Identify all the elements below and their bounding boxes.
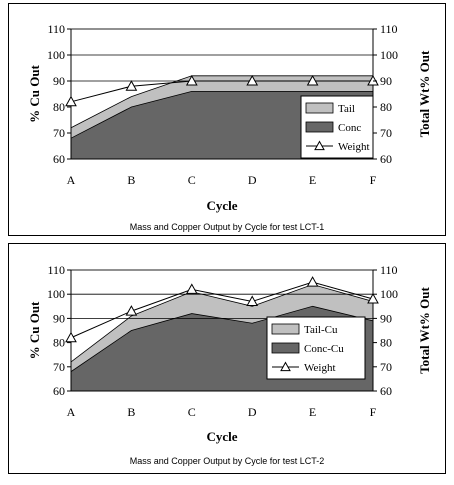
x-tick-label: B	[127, 173, 135, 187]
x-tick-label: F	[370, 173, 377, 187]
weight-marker	[246, 295, 259, 306]
y-tick-label: 60	[53, 384, 65, 398]
x-tick-label: A	[67, 173, 76, 187]
chart-caption: Mass and Copper Output by Cycle for test…	[129, 222, 325, 232]
series-line-weight	[70, 281, 374, 339]
legend-label: Weight	[304, 362, 336, 374]
x-axis-title: Cycle	[206, 198, 237, 213]
y-tick-label: 90	[53, 74, 65, 88]
weight-marker	[185, 74, 198, 86]
x-tick-label: F	[370, 405, 377, 419]
weight-marker	[125, 305, 138, 316]
weight-marker	[125, 80, 138, 91]
weight-marker	[65, 95, 77, 107]
y-tick-label: 70	[53, 126, 65, 140]
y-tick-label: 100	[47, 287, 65, 301]
y-tick-label: 100	[47, 48, 65, 62]
y-tick-label: 90	[53, 311, 65, 325]
legend-label: Tail-Cu	[304, 324, 338, 336]
x-tick-label: A	[67, 405, 76, 419]
y2-tick-label: 90	[380, 74, 392, 88]
legend-swatch-tail	[305, 102, 334, 114]
y2-tick-label: 70	[380, 126, 392, 140]
y2-axis-title: Total Wt% Out	[417, 286, 432, 373]
legend-label: Weight	[338, 141, 370, 153]
y2-tick-label: 80	[380, 336, 392, 350]
weight-marker	[306, 74, 319, 86]
weight-marker	[367, 293, 379, 304]
x-tick-label: D	[248, 173, 257, 187]
legend-label: Conc-Cu	[304, 343, 344, 355]
x-tick-label: C	[188, 173, 196, 187]
x-tick-label: D	[248, 405, 257, 419]
series-line-weight	[70, 80, 373, 103]
chart-panel-lct1: 60 60 70 70 80 80 90 90 100 100 110 110 A B C D E F % Cu O…	[8, 3, 446, 236]
chart-panel-lct2: 60 60 70 70 80 80 90 90 100 100 110 110 A B C D E F % Cu O…	[8, 243, 446, 474]
y2-tick-label: 60	[380, 152, 392, 166]
chart-lct1: 60 60 70 70 80 80 90 90 100 100 110 110 A B C D E F % Cu O…	[27, 22, 432, 213]
y2-tick-label: 100	[380, 287, 398, 301]
y2-tick-label: 110	[380, 22, 398, 36]
y-tick-label: 110	[47, 22, 65, 36]
y2-tick-label: 100	[380, 48, 398, 62]
y-tick-label: 70	[53, 360, 65, 374]
y2-axis-title: Total Wt% Out	[417, 50, 432, 137]
legend-label: Conc	[338, 122, 361, 134]
y2-tick-label: 70	[380, 360, 392, 374]
weight-marker	[246, 74, 259, 86]
x-tick-label: B	[127, 405, 135, 419]
y-tick-label: 60	[53, 152, 65, 166]
chart-lct2: 60 60 70 70 80 80 90 90 100 100 110 110 A B C D E F % Cu O…	[27, 263, 432, 444]
weight-marker	[65, 331, 77, 343]
x-tick-label: C	[188, 405, 196, 419]
legend-swatch-tail-cu	[271, 323, 300, 335]
legend-swatch-conc	[305, 121, 334, 133]
legend-marker-weight	[280, 361, 291, 372]
x-axis-title: Cycle	[206, 429, 237, 444]
y-axis-title: % Cu Out	[27, 64, 42, 122]
y2-tick-label: 80	[380, 100, 392, 114]
legend-swatch-conc-cu	[271, 342, 300, 354]
y-tick-label: 80	[53, 100, 65, 114]
y2-tick-label: 60	[380, 384, 392, 398]
legend-marker-weight	[314, 140, 325, 151]
x-tick-label: E	[309, 173, 316, 187]
chart-caption: Mass and Copper Output by Cycle for test…	[129, 456, 325, 466]
y-tick-label: 80	[53, 336, 65, 350]
legend-label: Tail	[338, 103, 355, 115]
y-tick-label: 110	[47, 263, 65, 277]
y2-tick-label: 110	[380, 263, 398, 277]
x-tick-label: E	[309, 405, 316, 419]
y2-tick-label: 90	[380, 311, 392, 325]
weight-marker	[185, 283, 198, 294]
y-axis-title: % Cu Out	[27, 301, 42, 359]
weight-marker	[306, 276, 319, 287]
